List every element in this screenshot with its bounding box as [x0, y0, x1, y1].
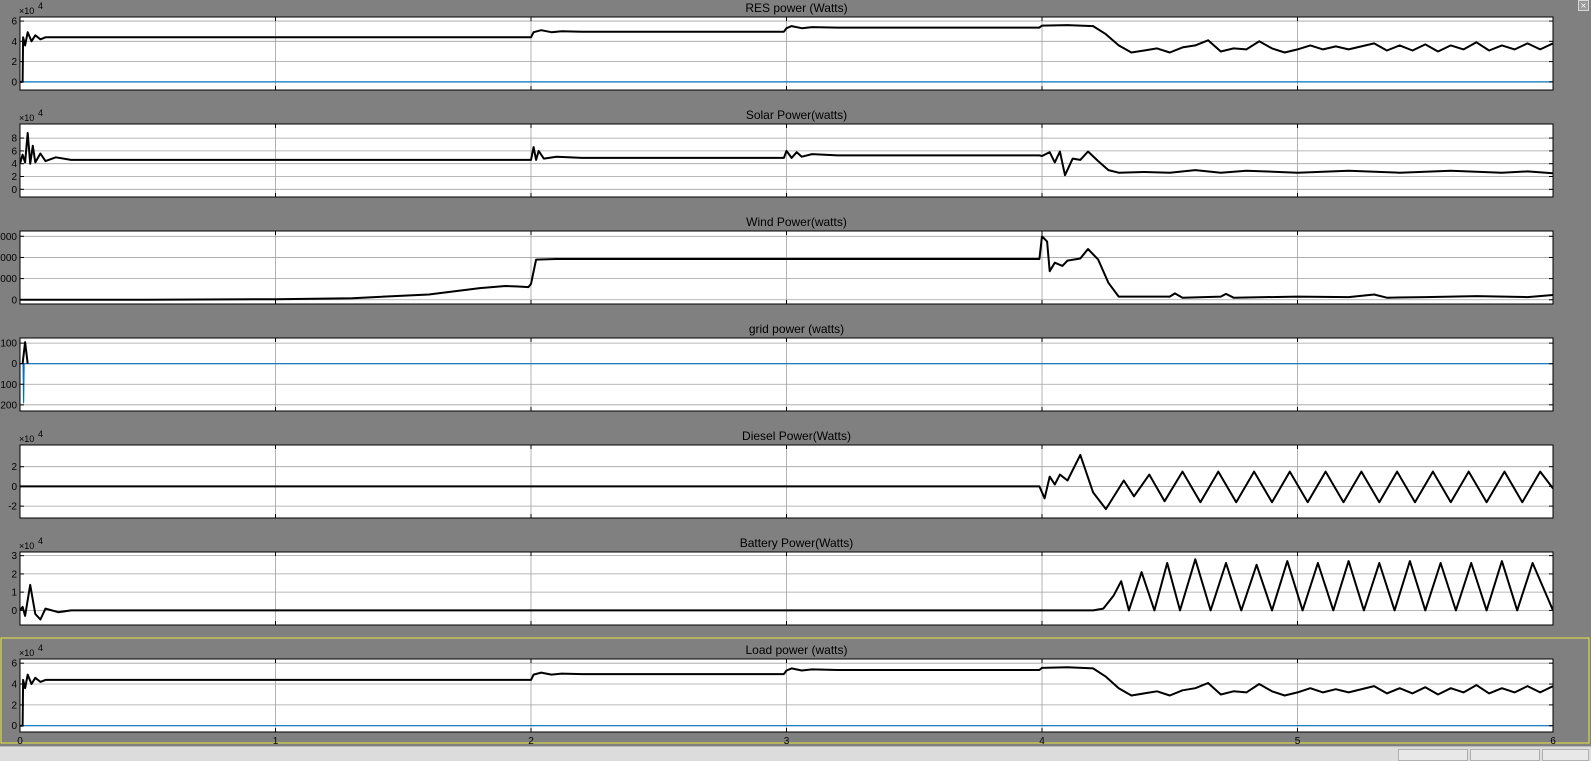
y-tick-label: 6: [11, 17, 17, 28]
y-tick-label: 2000: [0, 274, 17, 285]
panel-title: Wind Power(watts): [746, 215, 847, 229]
scope-panel: 0 2 4 68 Solar Power(watts) ×10 4: [11, 108, 1554, 198]
series-line: [20, 235, 1553, 301]
y-tick-label: 100: [0, 339, 17, 350]
y-tick-label: -200: [0, 400, 17, 411]
panel-title: Battery Power(Watts): [740, 536, 854, 550]
status-tab: [1542, 749, 1589, 761]
y-tick-label: 2: [11, 57, 17, 68]
axis-multiplier-exponent: 4: [38, 643, 43, 653]
status-tab: [1398, 749, 1468, 761]
y-tick-label: 8: [11, 134, 17, 145]
y-tick-label: -2: [8, 502, 17, 513]
axis-multiplier: ×10: [19, 434, 34, 444]
scope-panel: 0 2 4 6 RES power (Watts) ×10 4: [11, 1, 1554, 91]
y-tick-label: 2: [11, 172, 17, 183]
scope-panel: -2 0 2 Diesel Power(Watts) ×10 4: [8, 429, 1554, 519]
y-tick-label: 0: [11, 185, 17, 196]
axis-multiplier: ×10: [19, 541, 34, 551]
y-tick-label: 0: [11, 295, 17, 306]
x-tick-label: 5: [1295, 736, 1301, 747]
scope-panel: -200 -100 0 100 grid power (watts): [0, 322, 1554, 412]
y-tick-label: 0: [11, 359, 17, 370]
series-line: [20, 666, 1553, 727]
close-icon[interactable]: ×: [1578, 0, 1589, 11]
y-tick-label: -100: [0, 380, 17, 391]
series-line: [20, 24, 1553, 83]
x-tick-label: 0: [17, 736, 23, 747]
y-tick-label: 4: [11, 159, 17, 170]
series-line: [21, 341, 29, 364]
panel-title: Diesel Power(Watts): [742, 429, 851, 443]
y-tick-label: 2: [11, 462, 17, 473]
axis-multiplier: ×10: [19, 113, 34, 123]
y-tick-label: 6: [11, 659, 17, 670]
scope-panel: 0 1 2 3 Battery Power(Watts) ×10 4: [11, 536, 1554, 626]
y-tick-label: 4: [11, 680, 17, 691]
axis-multiplier-exponent: 4: [38, 108, 43, 118]
y-tick-label: 6: [11, 146, 17, 157]
panel-title: grid power (watts): [749, 322, 844, 336]
axis-multiplier: ×10: [19, 648, 34, 658]
series-line: [20, 132, 1553, 177]
y-tick-label: 2: [11, 569, 17, 580]
x-tick-label: 2: [528, 736, 534, 747]
y-tick-label: 0: [11, 77, 17, 88]
x-tick-label: 3: [784, 736, 790, 747]
selected-panel-frame: [0, 637, 1590, 744]
axis-multiplier: ×10: [19, 6, 34, 16]
y-tick-label: 0: [11, 721, 17, 732]
status-bar: [0, 746, 1591, 761]
y-tick-label: 3: [11, 551, 17, 562]
x-tick-label: 1: [273, 736, 279, 747]
panel-title: Load power (watts): [745, 643, 847, 657]
series-line: [20, 453, 1553, 511]
axis-multiplier-exponent: 4: [38, 429, 43, 439]
y-tick-label: 1: [11, 588, 17, 599]
axis-multiplier-exponent: 4: [38, 536, 43, 546]
y-tick-label: 0: [11, 482, 17, 493]
x-tick-label: 6: [1550, 736, 1556, 747]
scope-panel: 0 2 4 6 Load power (watts) ×10 4 0 1 2 3 4 5 6: [11, 643, 1556, 747]
y-tick-label: 6000: [0, 232, 17, 243]
x-tick-label: 4: [1039, 736, 1045, 747]
series-line: [20, 558, 1553, 621]
axis-multiplier-exponent: 4: [38, 1, 43, 11]
panel-title: RES power (Watts): [745, 1, 847, 15]
status-tab: [1470, 749, 1540, 761]
y-tick-label: 4: [11, 37, 17, 48]
y-tick-label: 2: [11, 700, 17, 711]
y-tick-label: 0: [11, 606, 17, 617]
panel-title: Solar Power(watts): [746, 108, 847, 122]
